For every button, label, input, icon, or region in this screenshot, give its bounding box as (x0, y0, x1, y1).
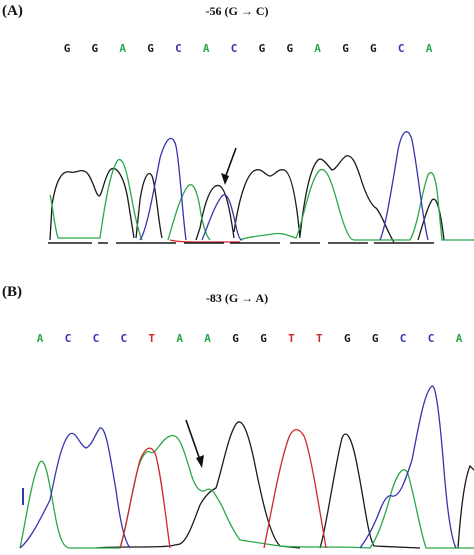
base-call: A (314, 42, 321, 55)
base-call: G (260, 332, 267, 345)
trace-c (19, 385, 457, 549)
base-call: T (288, 332, 295, 345)
trace-a (49, 159, 474, 241)
base-call: G (91, 42, 98, 55)
panel-b-label: (B) (2, 284, 22, 300)
base-call: G (372, 332, 379, 345)
base-call: C (93, 332, 100, 345)
base-call: G (259, 42, 266, 55)
base-call: A (426, 42, 433, 55)
panel-a-traces (49, 131, 474, 243)
panel-a: (A) -56 (G → C) G G A G C A C G G A G G C A (2, 3, 474, 244)
panel-b-traces (19, 385, 474, 549)
arrow-icon (221, 147, 237, 185)
base-call: G (232, 332, 239, 345)
arrow-icon (185, 419, 204, 468)
base-call: C (428, 332, 435, 345)
base-call: G (344, 332, 351, 345)
trace-t (169, 239, 240, 243)
panel-b-mutation: -83 (G → A) (206, 291, 268, 305)
base-call: A (204, 332, 211, 345)
trace-a (19, 434, 474, 549)
trace-g (95, 421, 474, 549)
base-call: A (176, 332, 183, 345)
panel-b: (B) -83 (G → A) A C C C T A A G G T T G G C C A (2, 284, 474, 549)
trace-g (49, 155, 445, 243)
base-call: G (286, 42, 293, 55)
base-call: C (65, 332, 72, 345)
base-call: A (37, 332, 44, 345)
base-call: G (370, 42, 377, 55)
panel-a-label: (A) (2, 3, 23, 19)
base-call: A (203, 42, 210, 55)
base-call: A (119, 42, 126, 55)
base-call: G (64, 42, 71, 55)
base-call: C (398, 42, 405, 55)
panel-a-mutation: -56 (G → C) (206, 4, 269, 18)
trace-t (119, 429, 327, 549)
base-call: A (456, 332, 463, 345)
base-call: G (342, 42, 349, 55)
base-call: T (148, 332, 155, 345)
base-call: C (231, 42, 238, 55)
trace-c (139, 131, 429, 241)
base-call: C (175, 42, 182, 55)
base-call: G (147, 42, 154, 55)
base-call: C (400, 332, 407, 345)
base-call: C (120, 332, 127, 345)
base-call: T (316, 332, 323, 345)
